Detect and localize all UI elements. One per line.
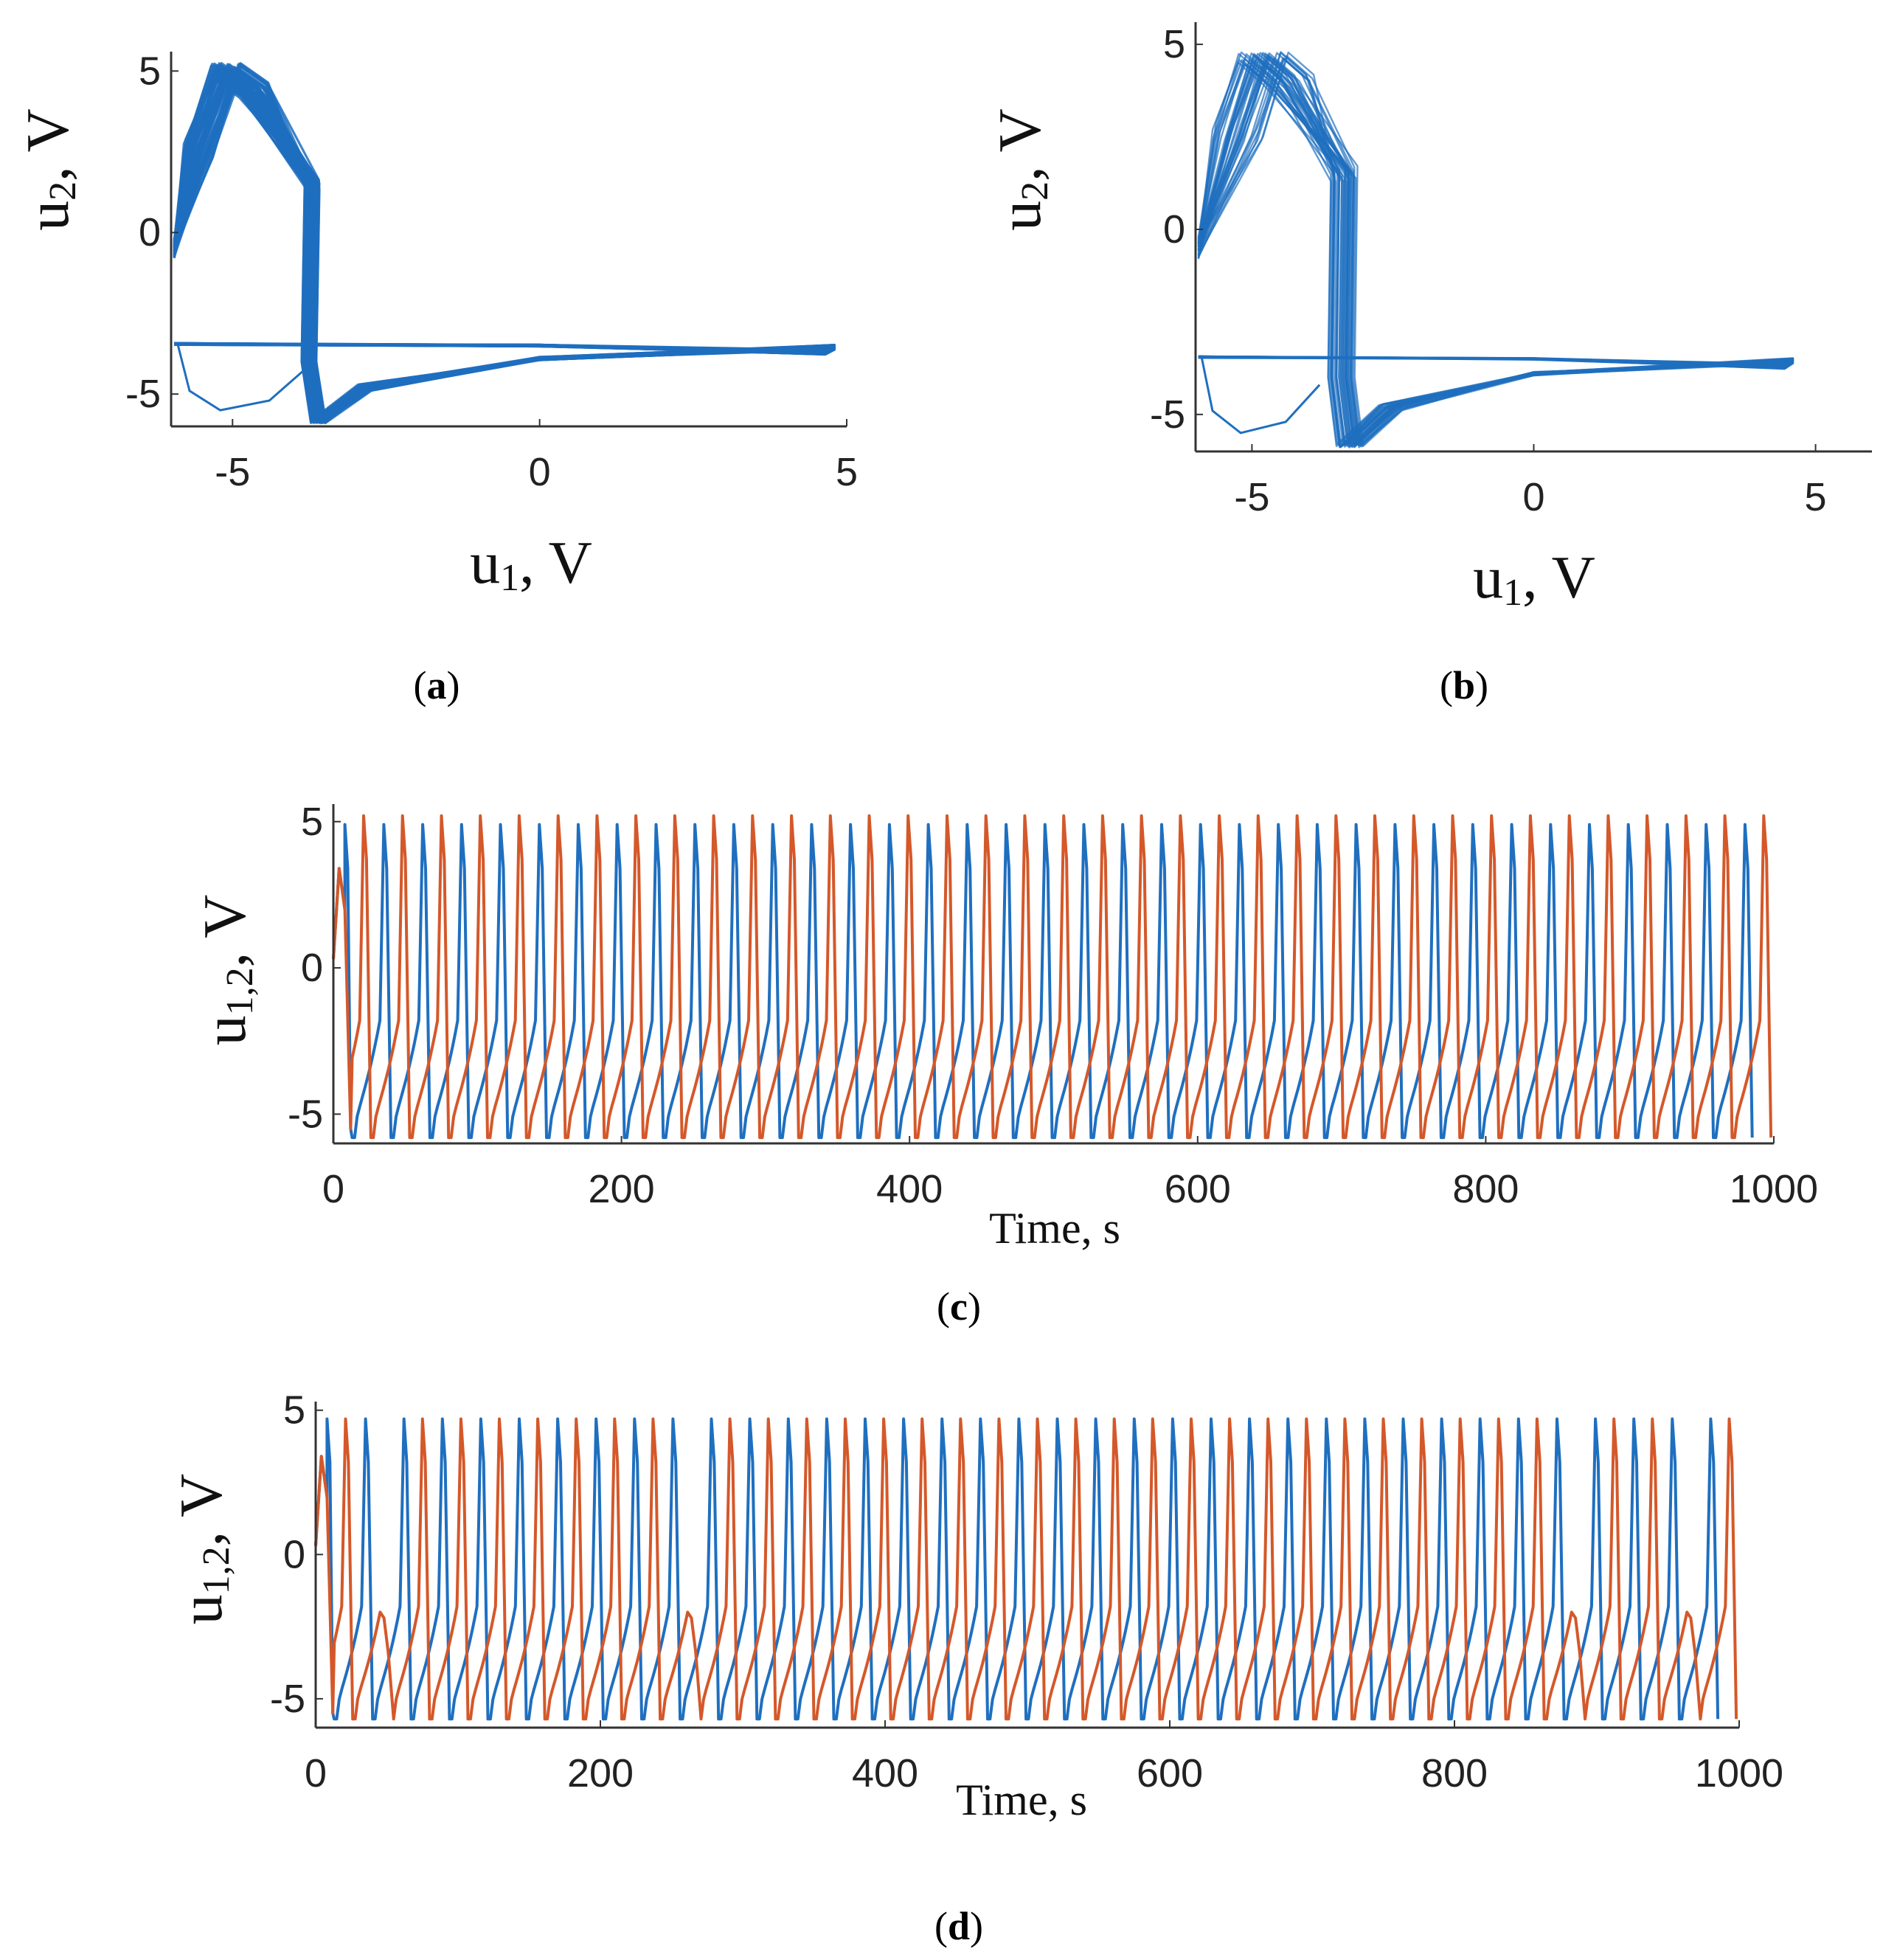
series-line-u1	[332, 823, 1754, 1140]
trajectory-loop	[1197, 58, 1794, 448]
x-tick-label: 800	[1452, 1167, 1519, 1211]
y-tick-label: 5	[139, 49, 161, 93]
plot-area-c	[332, 814, 1773, 1140]
x-tick-label: 5	[1805, 475, 1827, 519]
y-axis-label: u1,2, V	[191, 895, 261, 1046]
series-line-u1	[314, 1417, 1720, 1721]
trajectory-loop	[1197, 55, 1794, 448]
trajectory-loop	[1197, 55, 1794, 447]
x-tick-label: 5	[836, 450, 858, 494]
x-axis-label: Time, s	[956, 1776, 1087, 1824]
y-tick-label: -5	[270, 1677, 305, 1721]
y-tick-label: 0	[1163, 207, 1185, 252]
x-axis-label: u1, V	[470, 529, 592, 599]
trajectory-loop	[1197, 58, 1794, 447]
trajectory-loop	[1197, 61, 1794, 448]
y-tick-label: 0	[139, 210, 161, 254]
series-line-u2	[332, 814, 1773, 1140]
transient-trajectory	[1200, 355, 1321, 434]
x-axis-label: Time, s	[989, 1204, 1120, 1253]
y-axis-label: u2, V	[14, 108, 84, 231]
trajectory-loop	[1197, 60, 1794, 448]
y-tick-label: 0	[283, 1532, 305, 1576]
caption-d: (d)	[934, 1904, 983, 1948]
trajectory-loop	[1197, 59, 1794, 448]
phase-portrait-a: -5 0 5 5 0 -5 u1, V u2, V	[14, 49, 858, 599]
trajectory-loop	[1197, 63, 1794, 446]
trajectory-loop	[1197, 59, 1794, 446]
trajectory-loop	[1197, 64, 1794, 448]
plot-area-b	[1197, 51, 1794, 449]
trajectory-loop	[1197, 62, 1794, 448]
trajectory-loop	[1197, 63, 1794, 446]
y-axis-label: u2, V	[986, 108, 1056, 231]
transient-trajectory	[176, 342, 308, 412]
trajectory-loop	[1197, 60, 1794, 446]
x-tick-label: 400	[876, 1167, 943, 1211]
y-axis-label: u1,2, V	[167, 1474, 237, 1625]
y-tick-label: -5	[288, 1092, 323, 1136]
series-line-u2	[314, 1417, 1738, 1721]
x-tick-label: 600	[1165, 1167, 1231, 1211]
plot-area-a	[173, 62, 836, 425]
y-tick-label: 5	[283, 1388, 305, 1433]
x-tick-label: 1000	[1730, 1167, 1818, 1211]
x-tick-label: 1000	[1695, 1751, 1783, 1795]
x-tick-label: 0	[529, 450, 551, 494]
trajectory-loop	[1197, 57, 1794, 446]
time-series-c: 0 200 400 600 800 1000 5 0 -5 Time, s u1,2, V	[191, 800, 1818, 1253]
y-tick-label: 5	[1163, 22, 1185, 66]
caption-c: (c)	[937, 1284, 981, 1329]
y-tick-label: 0	[301, 946, 323, 990]
x-tick-label: 800	[1421, 1751, 1488, 1795]
x-tick-label: 0	[305, 1751, 327, 1795]
trajectory-loop	[173, 75, 836, 422]
trajectory-loop	[1197, 58, 1794, 446]
x-tick-label: 400	[852, 1751, 918, 1795]
x-tick-label: -5	[1234, 475, 1269, 519]
x-axis-label: u1, V	[1473, 544, 1595, 614]
trajectory-loop	[1197, 51, 1794, 446]
trajectory-loop	[1197, 56, 1794, 449]
trajectory-loop	[1197, 57, 1794, 446]
x-tick-label: 0	[1522, 475, 1544, 519]
y-tick-label: -5	[1150, 392, 1185, 437]
x-tick-label: -5	[215, 450, 250, 494]
trajectory-loop	[1197, 52, 1794, 449]
y-tick-label: 5	[301, 800, 323, 844]
trajectory-loop	[1197, 56, 1794, 447]
trajectory-loop	[1197, 60, 1794, 446]
plot-area-d	[314, 1417, 1738, 1721]
x-tick-label: 200	[589, 1167, 655, 1211]
y-tick-label: -5	[125, 372, 161, 416]
trajectory-loop	[1197, 57, 1794, 448]
caption-a: (a)	[413, 663, 460, 707]
x-tick-label: 0	[322, 1167, 344, 1211]
phase-portrait-b: -5 0 5 5 0 -5 u1, V u2, V	[986, 22, 1872, 614]
trajectory-loop	[1197, 54, 1794, 446]
caption-b: (b)	[1439, 663, 1488, 707]
x-tick-label: 600	[1137, 1751, 1203, 1795]
trajectory-loop	[1197, 55, 1794, 447]
trajectory-loop	[1197, 64, 1794, 446]
x-tick-label: 200	[567, 1751, 634, 1795]
trajectory-loop	[1197, 58, 1794, 448]
